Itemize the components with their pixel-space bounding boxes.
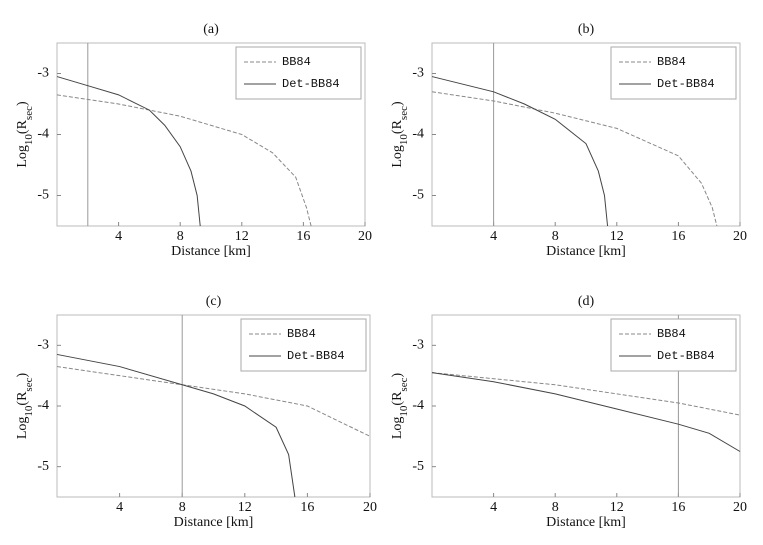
y-axis-label-part: 10 xyxy=(398,134,410,146)
panel-title: (c) xyxy=(206,294,222,309)
y-tick-label: -5 xyxy=(37,188,49,203)
x-tick-label: 16 xyxy=(671,229,685,244)
x-axis-label: Distance [km] xyxy=(174,515,254,530)
y-axis-label-part: 10 xyxy=(23,405,35,417)
x-tick-label: 8 xyxy=(552,500,559,515)
y-axis-label-part: sec xyxy=(398,106,410,120)
panel: (a) 4 8 12 16 20 -3 -4 -5 Distance [km] Log10(Rsec… xyxy=(15,22,372,259)
x-tick-label: 4 xyxy=(490,229,497,244)
y-axis-label-part: (R xyxy=(390,119,405,134)
x-tick-label: 20 xyxy=(363,500,377,515)
y-tick-label: -4 xyxy=(412,127,424,142)
y-axis-label-part: ) xyxy=(15,373,30,378)
panel: (c) 4 8 12 16 20 -3 -4 -5 Distance [km] Log10(Rsec… xyxy=(15,294,377,530)
panel-title: (d) xyxy=(578,294,595,309)
y-tick-label: -5 xyxy=(37,459,49,474)
legend-box xyxy=(240,318,367,372)
y-tick-label: -3 xyxy=(412,338,424,353)
x-tick-label: 16 xyxy=(300,500,314,515)
series-line xyxy=(431,372,741,416)
y-axis-label-part: ) xyxy=(390,373,405,378)
x-tick-label: 12 xyxy=(235,229,249,244)
x-tick-label: 4 xyxy=(116,500,123,515)
y-axis-label-part: Log xyxy=(390,417,405,440)
y-axis-label-part: Log xyxy=(15,417,30,440)
y-tick-label: -3 xyxy=(412,66,424,81)
y-axis-label-part: sec xyxy=(398,377,410,391)
legend-label: Det-BB84 xyxy=(657,77,715,91)
x-tick-label: 8 xyxy=(179,500,186,515)
y-axis-label-part: (R xyxy=(15,391,30,406)
legend-label: BB84 xyxy=(287,327,316,341)
series-line xyxy=(431,372,741,452)
y-tick-label: -5 xyxy=(412,188,424,203)
y-axis-label-part: 10 xyxy=(23,134,35,146)
panel: (b) 4 8 12 16 20 -3 -4 -5 Distance [km] Log10(Rsec… xyxy=(390,22,747,259)
series-line xyxy=(56,366,371,437)
y-axis-label: Log10(Rsec) xyxy=(15,373,34,440)
x-tick-label: 16 xyxy=(671,500,685,515)
y-axis-label-part: sec xyxy=(23,106,35,120)
x-tick-label: 4 xyxy=(115,229,122,244)
x-tick-label: 12 xyxy=(610,229,624,244)
y-axis-label-part: (R xyxy=(390,391,405,406)
series-line xyxy=(56,76,201,227)
x-axis-label: Distance [km] xyxy=(171,244,251,259)
panel-title: (a) xyxy=(203,22,219,37)
series-line xyxy=(431,91,718,227)
y-axis-label-part: ) xyxy=(15,101,30,106)
x-tick-label: 8 xyxy=(552,229,559,244)
y-axis-label-part: Log xyxy=(390,145,405,168)
legend-label: BB84 xyxy=(657,55,686,69)
x-tick-label: 12 xyxy=(610,500,624,515)
y-tick-label: -4 xyxy=(37,127,49,142)
x-axis-label: Distance [km] xyxy=(546,515,626,530)
y-axis-label-part: (R xyxy=(15,119,30,134)
x-tick-label: 20 xyxy=(358,229,372,244)
y-axis-label: Log10(Rsec) xyxy=(390,373,409,440)
y-tick-label: -4 xyxy=(37,398,49,413)
legend-label: BB84 xyxy=(657,327,686,341)
x-tick-label: 20 xyxy=(733,229,747,244)
legend-label: Det-BB84 xyxy=(657,349,715,363)
x-tick-label: 16 xyxy=(296,229,310,244)
x-tick-label: 12 xyxy=(238,500,252,515)
y-axis-label-part: Log xyxy=(15,145,30,168)
legend-label: Det-BB84 xyxy=(287,349,345,363)
x-tick-label: 8 xyxy=(177,229,184,244)
series-line xyxy=(431,76,609,227)
panel-title: (b) xyxy=(578,22,595,37)
x-axis-label: Distance [km] xyxy=(546,244,626,259)
legend-box xyxy=(610,46,737,100)
legend-box xyxy=(235,46,362,100)
series-line xyxy=(56,353,296,498)
x-tick-label: 20 xyxy=(733,500,747,515)
y-tick-label: -4 xyxy=(412,398,424,413)
series-line xyxy=(56,94,312,227)
legend-label: Det-BB84 xyxy=(282,77,340,91)
y-axis-label-part: sec xyxy=(23,377,35,391)
y-axis-label-part: 10 xyxy=(398,405,410,417)
x-tick-label: 4 xyxy=(490,500,497,515)
panel: (d) 4 8 12 16 20 -3 -4 -5 Distance [km] Log10(Rsec… xyxy=(390,294,747,530)
legend-box xyxy=(610,318,737,372)
y-axis-label: Log10(Rsec) xyxy=(390,101,409,168)
y-axis-label: Log10(Rsec) xyxy=(15,101,34,168)
y-axis-label-part: ) xyxy=(390,101,405,106)
legend-label: BB84 xyxy=(282,55,311,69)
y-tick-label: -5 xyxy=(412,459,424,474)
y-tick-label: -3 xyxy=(37,338,49,353)
y-tick-label: -3 xyxy=(37,66,49,81)
